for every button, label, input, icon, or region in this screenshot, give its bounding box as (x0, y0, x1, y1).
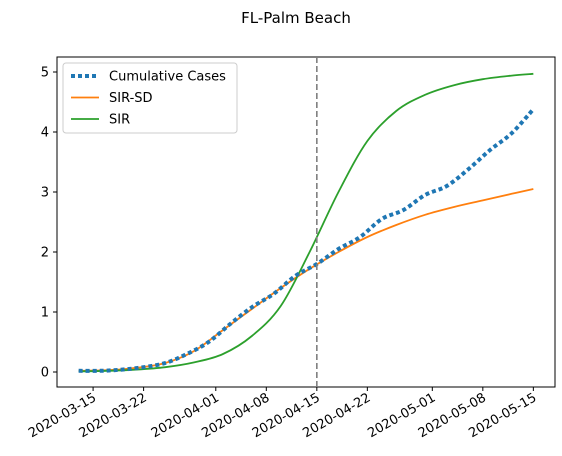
series-line-cumulative-cases (78, 107, 535, 373)
plot-area (56, 56, 556, 388)
legend-label: SIR (109, 113, 130, 128)
y-axis: 0 1 2 3 4 5 (41, 66, 57, 381)
chart-title: FL-Palm Beach (241, 9, 351, 27)
plot-frame (56, 56, 556, 388)
series-line-sir-sd (78, 188, 534, 372)
legend-box (62, 62, 238, 134)
y-tick-label: 2 (41, 246, 49, 261)
y-tick-label: 1 (41, 306, 49, 321)
y-tick-label: 3 (41, 186, 49, 201)
y-tick-label: 5 (41, 66, 49, 81)
legend: Cumulative Cases SIR-SD SIR (62, 62, 238, 134)
legend-label: SIR-SD (109, 91, 153, 106)
series-line-sir (78, 72, 534, 373)
y-tick-label: 0 (41, 366, 49, 381)
y-tick-label: 4 (41, 126, 49, 141)
legend-label: Cumulative Cases (109, 70, 226, 85)
series-layer (78, 57, 535, 387)
